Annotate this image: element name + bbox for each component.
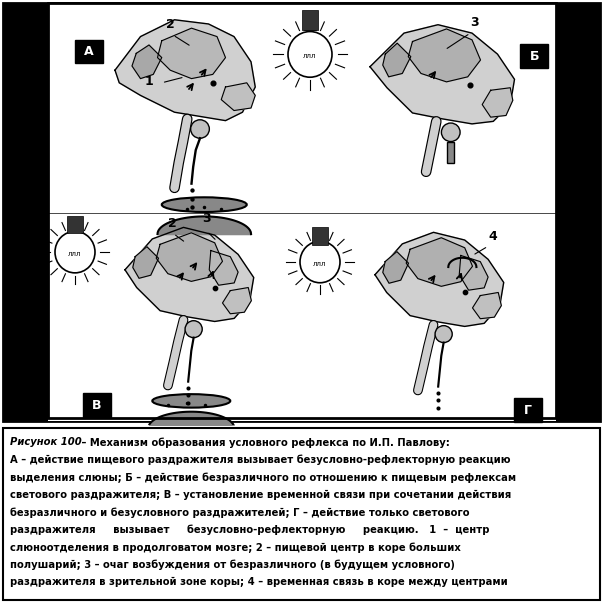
Polygon shape — [125, 227, 254, 321]
Bar — [67, 215, 83, 233]
Text: светового раздражителя; В – установление временной связи при сочетании действия: светового раздражителя; В – установление… — [10, 490, 511, 500]
Text: полушарий; 3 – очаг возбуждения от безразличного (в будущем условного): полушарий; 3 – очаг возбуждения от безра… — [10, 560, 455, 570]
Text: Рисунок 100: Рисунок 100 — [10, 437, 82, 447]
Text: слюноотделения в продолговатом мозге; 2 – пищевой центр в коре больших: слюноотделения в продолговатом мозге; 2 … — [10, 542, 461, 552]
Ellipse shape — [55, 232, 95, 273]
Text: ллл: ллл — [313, 261, 327, 267]
Polygon shape — [383, 43, 411, 77]
Polygon shape — [133, 247, 158, 278]
Text: 3: 3 — [471, 16, 479, 30]
Ellipse shape — [288, 31, 332, 77]
Ellipse shape — [152, 394, 230, 408]
Text: А – действие пищевого раздражителя вызывает безусловно-рефлекторную реакцию: А – действие пищевого раздражителя вызыв… — [10, 455, 510, 465]
Ellipse shape — [162, 197, 247, 212]
Polygon shape — [156, 233, 222, 282]
Ellipse shape — [435, 326, 452, 343]
Bar — [75, 40, 103, 63]
Bar — [83, 394, 111, 417]
Ellipse shape — [442, 123, 460, 142]
Bar — [520, 45, 548, 68]
Polygon shape — [222, 288, 251, 314]
Polygon shape — [459, 256, 488, 290]
Bar — [69, 223, 81, 229]
Bar — [48, 3, 556, 418]
Bar — [48, 3, 556, 421]
Text: безразличного и безусловного раздражителей; Г – действие только светового: безразличного и безусловного раздражител… — [10, 507, 469, 517]
Text: Б: Б — [530, 50, 539, 63]
Text: ллл: ллл — [68, 251, 82, 257]
Polygon shape — [209, 250, 238, 285]
Text: 2: 2 — [168, 218, 176, 230]
Text: раздражителя     вызывает     безусловно-рефлекторную     реакцию.   1  –  центр: раздражителя вызывает безусловно-рефлект… — [10, 525, 489, 535]
Ellipse shape — [185, 321, 202, 338]
Polygon shape — [375, 232, 504, 326]
Text: раздражителя в зрительной зоне коры; 4 – временная связь в коре между центрами: раздражителя в зрительной зоне коры; 4 –… — [10, 577, 508, 587]
Text: В: В — [92, 399, 101, 412]
Text: 2: 2 — [166, 18, 175, 31]
Text: 4: 4 — [488, 230, 497, 243]
Bar — [3, 3, 48, 421]
Polygon shape — [383, 251, 408, 283]
Bar — [513, 399, 542, 422]
Text: 3: 3 — [202, 212, 211, 225]
Bar — [314, 232, 326, 239]
Polygon shape — [408, 29, 481, 82]
Text: Г: Г — [524, 404, 532, 417]
Bar — [304, 23, 316, 30]
Polygon shape — [115, 20, 255, 121]
Polygon shape — [370, 25, 515, 124]
Polygon shape — [482, 88, 513, 117]
Text: – Механизм образования условного рефлекса по И.П. Павлову:: – Механизм образования условного рефлекс… — [78, 437, 450, 447]
Polygon shape — [406, 238, 472, 286]
Polygon shape — [221, 83, 255, 110]
Text: выделения слюны; Б – действие безразличного по отношению к пищевым рефлексам: выделения слюны; Б – действие безразличн… — [10, 472, 516, 482]
Polygon shape — [158, 28, 225, 78]
Ellipse shape — [191, 120, 210, 138]
Text: А: А — [84, 45, 94, 58]
Bar — [312, 227, 328, 245]
Text: 1: 1 — [145, 75, 153, 88]
Bar — [555, 3, 600, 421]
Polygon shape — [132, 45, 162, 78]
Bar — [448, 142, 454, 163]
Ellipse shape — [300, 241, 340, 283]
Polygon shape — [472, 292, 501, 319]
Bar — [302, 10, 318, 30]
Text: ллл: ллл — [303, 53, 316, 59]
